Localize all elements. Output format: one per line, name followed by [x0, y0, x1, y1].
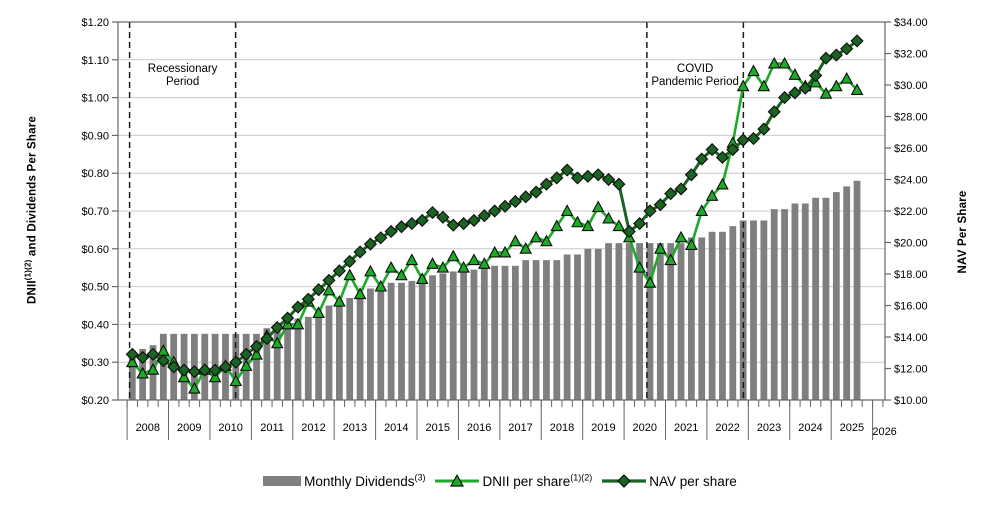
- svg-text:$16.00: $16.00: [894, 301, 928, 313]
- legend-label-nav-per-share: NAV per share: [649, 473, 737, 489]
- svg-text:$1.20: $1.20: [81, 17, 109, 29]
- nav-per-share-line: [125, 34, 864, 379]
- svg-text:$14.00: $14.00: [894, 332, 928, 344]
- svg-text:$0.60: $0.60: [81, 244, 109, 256]
- legend-item-dnii-per-share: DNII per share(1)(2): [435, 473, 592, 489]
- svg-text:2022: 2022: [715, 422, 739, 434]
- svg-text:$0.40: $0.40: [81, 319, 109, 331]
- svg-text:$32.00: $32.00: [894, 49, 928, 61]
- svg-text:$22.00: $22.00: [894, 206, 928, 218]
- legend: Monthly Dividends(3) DNII per share(1)(2…: [0, 473, 1000, 489]
- svg-text:$24.00: $24.00: [894, 175, 928, 187]
- svg-text:$0.90: $0.90: [81, 130, 109, 142]
- svg-text:$20.00: $20.00: [894, 238, 928, 250]
- svg-text:2014: 2014: [384, 422, 408, 434]
- svg-text:2023: 2023: [757, 422, 781, 434]
- svg-text:$0.50: $0.50: [81, 282, 109, 294]
- svg-text:2011: 2011: [260, 422, 284, 434]
- left-axis-title: DNII(1)(2) and Dividends Per Share: [24, 116, 39, 304]
- svg-text:$34.00: $34.00: [894, 17, 928, 29]
- svg-text:2017: 2017: [508, 422, 532, 434]
- svg-text:2018: 2018: [550, 422, 574, 434]
- svg-text:2015: 2015: [425, 422, 449, 434]
- svg-text:2021: 2021: [674, 422, 698, 434]
- svg-text:2012: 2012: [301, 422, 325, 434]
- svg-text:2016: 2016: [467, 422, 491, 434]
- svg-text:2013: 2013: [343, 422, 367, 434]
- dnii-per-share-line: [125, 56, 864, 394]
- svg-text:$30.00: $30.00: [894, 80, 928, 92]
- svg-text:$1.10: $1.10: [81, 55, 109, 67]
- right-axis-ticks: $34.00 $32.00 $30.00 $28.00 $26.00 $24.00 $22.…: [885, 17, 928, 407]
- svg-text:$10.00: $10.00: [894, 395, 928, 407]
- svg-text:$12.00: $12.00: [894, 364, 928, 376]
- svg-text:$0.30: $0.30: [81, 357, 109, 369]
- svg-text:2020: 2020: [633, 422, 657, 434]
- svg-text:2024: 2024: [798, 422, 822, 434]
- svg-text:Period: Period: [166, 76, 199, 88]
- svg-text:2008: 2008: [136, 422, 160, 434]
- x-axis-ticks: 2008 2009 2010 2011 2012 2013 2014 2015 2016 2017…: [126, 400, 897, 440]
- svg-text:$0.70: $0.70: [81, 206, 109, 218]
- left-axis-title-prefix: DNII: [26, 280, 39, 305]
- svg-text:2025: 2025: [840, 422, 864, 434]
- svg-text:Pandemic Period: Pandemic Period: [651, 76, 739, 88]
- svg-text:$28.00: $28.00: [894, 112, 928, 124]
- legend-item-nav-per-share: NAV per share: [602, 473, 737, 489]
- svg-text:2019: 2019: [591, 422, 615, 434]
- left-axis-title-superscript: (1)(2): [23, 259, 33, 281]
- svg-text:2026: 2026: [872, 426, 896, 438]
- svg-text:2010: 2010: [218, 422, 242, 434]
- svg-text:$26.00: $26.00: [894, 143, 928, 155]
- dnii-line-swatch-icon: [435, 473, 480, 487]
- svg-text:COVID: COVID: [677, 63, 713, 75]
- right-axis-title-text: NAV Per Share: [957, 190, 969, 274]
- svg-text:Recessionary: Recessionary: [148, 63, 218, 75]
- legend-item-monthly-dividends: Monthly Dividends(3): [263, 472, 426, 489]
- svg-text:$0.80: $0.80: [81, 168, 109, 180]
- svg-text:$1.00: $1.00: [81, 93, 109, 105]
- legend-label-dnii-per-share: DNII per share(1)(2): [482, 472, 593, 489]
- left-axis-title-suffix: and Dividends Per Share: [26, 115, 39, 260]
- left-axis-ticks: $1.20 $1.10 $1.00 $0.90 $0.80 $0.70 $0.60 $0.50…: [81, 17, 118, 407]
- svg-text:2009: 2009: [177, 422, 201, 434]
- svg-text:$0.20: $0.20: [81, 395, 109, 407]
- svg-text:$18.00: $18.00: [894, 269, 928, 281]
- dividends-bar-swatch-icon: [263, 476, 302, 486]
- nav-line-swatch-icon: [602, 474, 647, 488]
- right-axis-title: NAV Per Share: [957, 191, 969, 274]
- legend-label-monthly-dividends: Monthly Dividends(3): [304, 472, 426, 489]
